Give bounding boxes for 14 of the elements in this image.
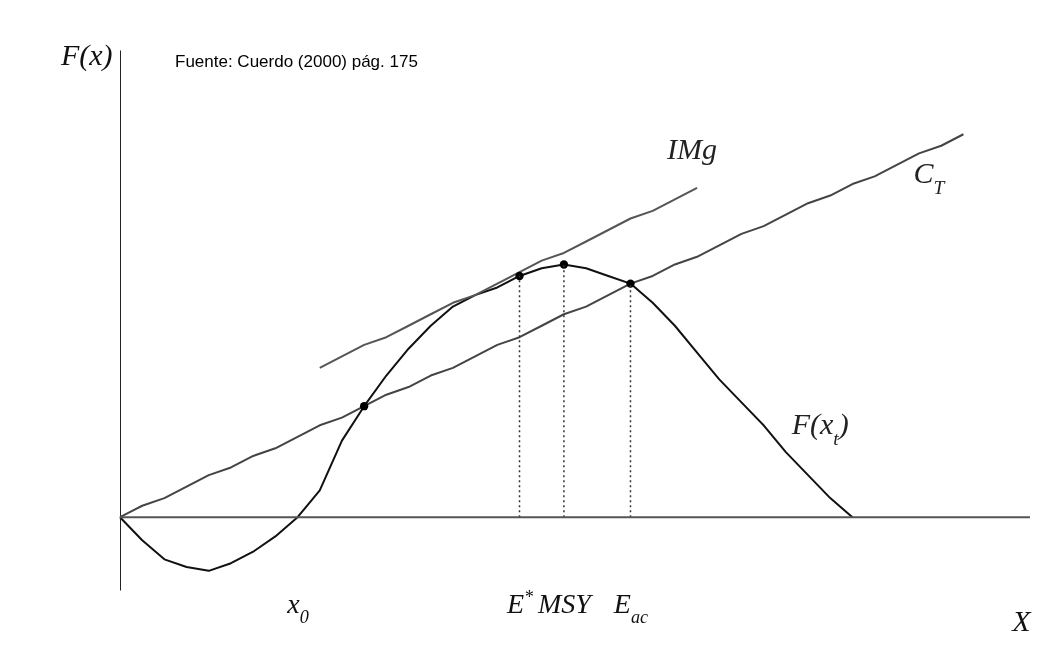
point [626,279,635,288]
point [359,402,369,411]
point [559,260,569,269]
x-axis-title: X [1011,603,1033,637]
x-tick-label: E$^{*}$ [505,586,535,619]
x-tick-label: x$_{0}$ [286,587,309,627]
y-axis-title: F(x) [59,37,113,72]
x-tick-label: MSY [536,587,595,619]
series-label: IMg [666,131,718,165]
series-label: C$_{T}$ [913,156,946,198]
series-label: F(x$_{t}$) [790,407,849,449]
source-note: Fuente: Cuerdo (2000) pág. 175 [175,52,418,71]
point [515,271,524,281]
x-tick-label: E$_{ac}$ [612,587,649,627]
